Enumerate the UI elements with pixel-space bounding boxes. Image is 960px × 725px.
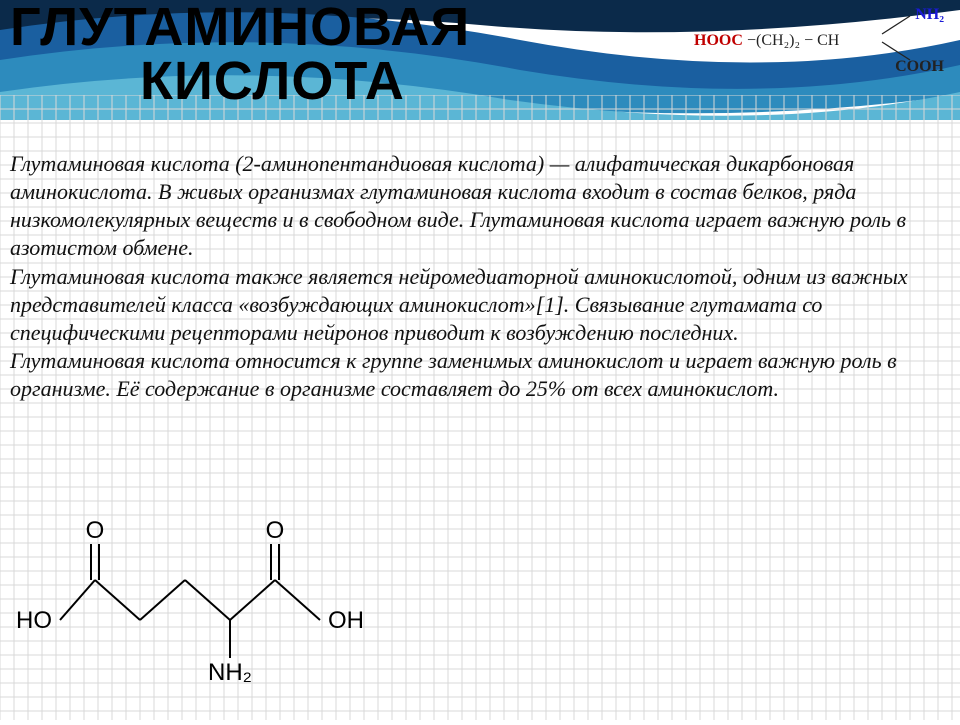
svg-text:O: O <box>266 517 285 544</box>
body-paragraph: Глутаминовая кислота относится к группе … <box>10 347 950 403</box>
svg-text:OH: OH <box>328 607 364 634</box>
title-line-1: ГЛУТАМИНОВАЯ <box>10 0 470 54</box>
body-paragraph: Глутаминовая кислота (2-аминопентандиова… <box>10 150 950 263</box>
svg-text:COOH: COOH <box>895 58 944 75</box>
skeletal-structure: O O HO OH NH₂ <box>10 515 370 700</box>
svg-text:−(CH₂)₂ − CH: −(CH₂)₂ − CH <box>747 32 840 49</box>
title-line-2: КИСЛОТА <box>140 54 470 108</box>
svg-text:NH₂: NH₂ <box>208 659 252 686</box>
condensed-formula: NH₂ HOOC−(CH₂)₂ − CH COOH <box>692 5 952 82</box>
svg-text:O: O <box>86 517 105 544</box>
svg-text:HO: HO <box>16 607 52 634</box>
svg-text:HOOC: HOOC <box>694 32 743 49</box>
svg-text:NH₂: NH₂ <box>915 6 944 23</box>
body-text: Глутаминовая кислота (2-аминопентандиова… <box>10 150 950 403</box>
slide-title: ГЛУТАМИНОВАЯ КИСЛОТА <box>10 0 470 108</box>
body-paragraph: Глутаминовая кислота также является нейр… <box>10 263 950 347</box>
